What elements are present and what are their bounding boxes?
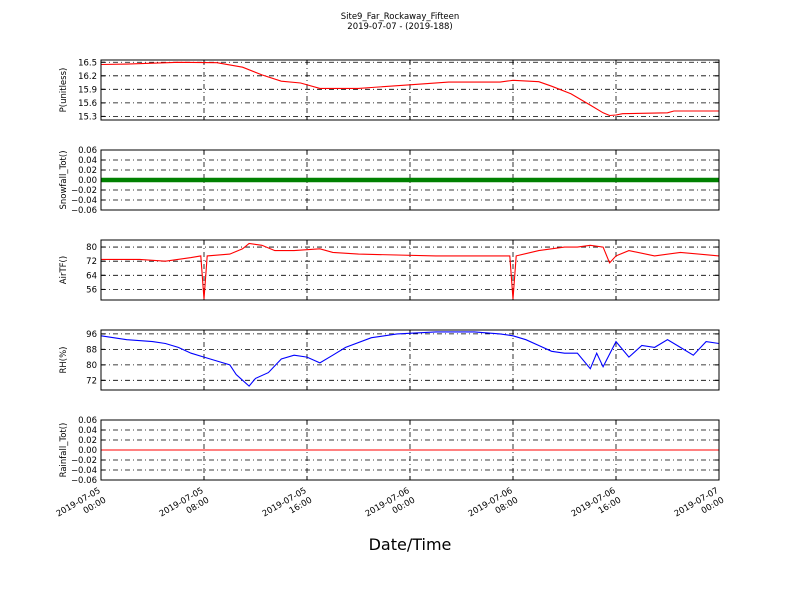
y-tick-label: 0.06 — [78, 146, 97, 156]
panel-frame — [100, 239, 720, 301]
y-tick-label: 0.02 — [78, 166, 97, 176]
y-tick-label: −0.04 — [71, 466, 97, 476]
panel-2: 0.060.040.020.00−0.02−0.04−0.06Snowfall_… — [59, 146, 720, 216]
x-tick-label: 2019-07-0600:00 — [364, 486, 417, 529]
panels-group: 16.516.215.915.615.3P(unitless)0.060.040… — [59, 58, 720, 486]
panel-5: 0.060.040.020.00−0.02−0.04−0.06Rainfall_… — [59, 416, 720, 486]
y-tick-label: 15.9 — [78, 85, 97, 95]
x-tick-label: 2019-07-0500:00 — [55, 486, 108, 529]
y-tick-label: 80 — [86, 243, 97, 253]
x-tick-label: 2019-07-0700:00 — [673, 486, 726, 529]
panel-frame — [100, 59, 720, 121]
x-tick-label: 2019-07-0616:00 — [570, 486, 623, 529]
y-tick-label: −0.06 — [71, 206, 97, 216]
panel-1: 16.5 16.2 15.9 15.6 15.3 P(unitless) — [59, 58, 720, 122]
y-tick-label: −0.06 — [71, 476, 97, 486]
series-line-1 — [100, 61, 719, 117]
x-axis-label: Date/Time — [369, 535, 452, 554]
x-tick-labels: 2019-07-0500:00 2019-07-0508:00 2019-07-05… — [55, 486, 726, 529]
y-tick-label: 64 — [86, 271, 97, 281]
y-tick-label: 72 — [86, 257, 97, 267]
y-tick-label: −0.02 — [71, 186, 97, 196]
y-tick-label: 0.04 — [78, 156, 97, 166]
x-tick-label: 2019-07-0508:00 — [158, 486, 211, 529]
y-tick-label: 15.6 — [78, 99, 97, 109]
y-tick-label: 16.2 — [78, 72, 97, 82]
y-tick-label: 56 — [86, 285, 97, 295]
y-tick-label: 96 — [86, 330, 97, 340]
y-tick-label: 15.3 — [78, 112, 97, 122]
y-tick-label: 80 — [86, 361, 97, 371]
y-tick-label: 0.04 — [78, 426, 97, 436]
panel-frame — [100, 419, 720, 481]
y-axis-label: P(unitless) — [59, 68, 69, 113]
chart-title: Site9_Far_Rockaway_Fifteen — [341, 12, 460, 22]
y-tick-label: −0.02 — [71, 456, 97, 466]
y-axis-label: Snowfall_Tot() — [59, 150, 69, 209]
series-line-3 — [101, 242, 720, 300]
panel-3: 80 72 64 56 AirTF() — [59, 239, 720, 301]
y-axis-label: RH(%) — [59, 346, 69, 373]
panel-frame — [100, 149, 720, 211]
x-tick-label: 2019-07-0516:00 — [261, 486, 314, 529]
panel-4: 96 88 80 72 RH(%) — [59, 329, 720, 391]
y-axis-label: Rainfall_Tot() — [59, 423, 69, 478]
chart-subtitle: 2019-07-07 - (2019-188) — [347, 22, 452, 32]
y-tick-label: 0.00 — [78, 176, 97, 186]
y-axis-label: AirTF() — [59, 256, 69, 284]
series-line-4 — [100, 331, 720, 387]
y-tick-label: 0.00 — [78, 446, 97, 456]
y-tick-label: −0.04 — [71, 196, 97, 206]
y-tick-label: 16.5 — [78, 58, 97, 68]
y-tick-label: 0.02 — [78, 436, 97, 446]
x-tick-label: 2019-07-0608:00 — [467, 486, 520, 529]
panel-frame — [100, 329, 720, 391]
y-tick-label: 88 — [86, 345, 97, 355]
y-tick-label: 72 — [86, 376, 97, 386]
y-tick-label: 0.06 — [78, 416, 97, 426]
